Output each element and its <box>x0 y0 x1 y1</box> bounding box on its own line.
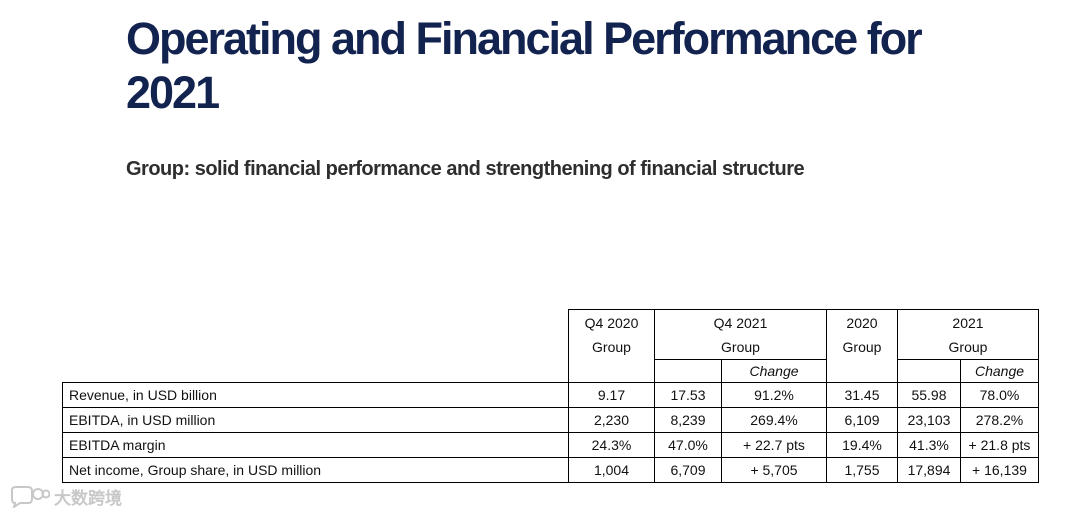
header-2020: 2020 <box>826 309 898 335</box>
table-header-row: Change Change <box>63 359 1039 383</box>
chat-bubble-logo-icon <box>11 485 50 508</box>
header-q4-2021-group: Group <box>654 335 827 360</box>
header-q4-2020-blank <box>568 359 655 383</box>
cell-q4-2021-change: 269.4% <box>721 407 827 433</box>
header-corner-cell <box>63 310 569 336</box>
cell-2020: 19.4% <box>826 432 898 458</box>
header-2021: 2021 <box>897 309 1039 335</box>
cell-2021-change: + 16,139 <box>960 457 1039 483</box>
header-corner-cell <box>63 335 569 360</box>
table-header-row: Group Group Group Group <box>63 335 1039 360</box>
header-2020-group: Group <box>826 335 898 360</box>
financial-performance-table: Q4 2020 Q4 2021 2020 2021 Group Group Gr… <box>62 309 1039 483</box>
cell-2021: 23,103 <box>897 407 961 433</box>
cell-2021: 55.98 <box>897 382 961 408</box>
cell-2020: 1,755 <box>826 457 898 483</box>
row-label: EBITDA, in USD million <box>62 407 569 433</box>
cell-2021-change: + 21.8 pts <box>960 432 1039 458</box>
cell-2020: 31.45 <box>826 382 898 408</box>
row-label: EBITDA margin <box>62 432 569 458</box>
row-label: Net income, Group share, in USD million <box>62 457 569 483</box>
page-title: Operating and Financial Performance for … <box>126 13 923 118</box>
header-2021-blank <box>897 359 961 383</box>
header-2021-group: Group <box>897 335 1039 360</box>
cell-q4-2021-change: 91.2% <box>721 382 827 408</box>
cell-2021-change: 78.0% <box>960 382 1039 408</box>
table-row: EBITDA, in USD million 2,230 8,239 269.4… <box>62 407 1039 433</box>
table-header-row: Q4 2020 Q4 2021 2020 2021 <box>63 309 1039 336</box>
cell-q4-2020: 24.3% <box>568 432 655 458</box>
header-corner-cell <box>63 360 569 383</box>
header-q4-2021: Q4 2021 <box>654 309 827 335</box>
table-row: Revenue, in USD billion 9.17 17.53 91.2%… <box>62 382 1039 408</box>
cell-q4-2021: 6,709 <box>654 457 722 483</box>
cell-q4-2020: 9.17 <box>568 382 655 408</box>
cell-q4-2021: 17.53 <box>654 382 722 408</box>
table-row: Net income, Group share, in USD million … <box>62 457 1039 483</box>
cell-2020: 6,109 <box>826 407 898 433</box>
row-label: Revenue, in USD billion <box>62 382 569 408</box>
cell-2021-change: 278.2% <box>960 407 1039 433</box>
cell-q4-2021-change: + 5,705 <box>721 457 827 483</box>
watermark-text: 大数跨境 <box>54 489 122 509</box>
cell-2021: 41.3% <box>897 432 961 458</box>
header-q4-2020-group: Group <box>568 335 655 360</box>
cell-q4-2021: 8,239 <box>654 407 722 433</box>
header-q4-2021-blank <box>654 359 722 383</box>
cell-q4-2020: 1,004 <box>568 457 655 483</box>
cell-q4-2021-change: + 22.7 pts <box>721 432 827 458</box>
page-subtitle: Group: solid financial performance and s… <box>126 158 805 180</box>
table-row: EBITDA margin 24.3% 47.0% + 22.7 pts 19.… <box>62 432 1039 458</box>
cell-q4-2020: 2,230 <box>568 407 655 433</box>
header-2021-change: Change <box>960 359 1039 383</box>
watermark: 大数跨境 <box>8 484 122 509</box>
header-q4-2021-change: Change <box>721 359 827 383</box>
cell-2021: 17,894 <box>897 457 961 483</box>
header-2020-blank <box>826 359 898 383</box>
header-q4-2020: Q4 2020 <box>568 309 655 335</box>
cell-q4-2021: 47.0% <box>654 432 722 458</box>
